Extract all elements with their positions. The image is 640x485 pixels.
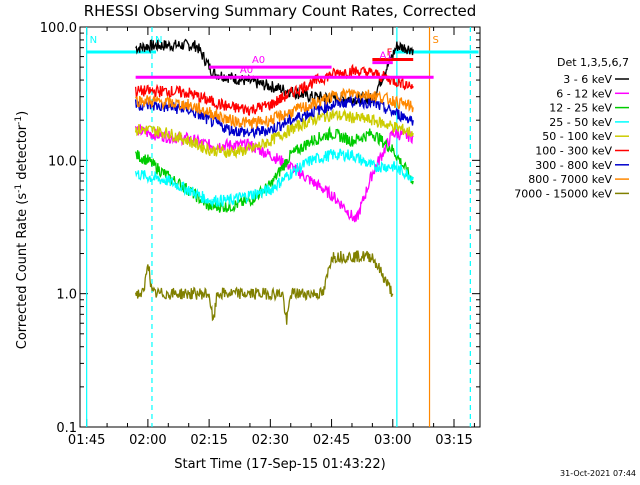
vertical-marker-label: N — [155, 35, 162, 46]
vertical-marker-label: N — [90, 35, 97, 46]
legend-label: 50 - 100 keV — [542, 130, 612, 143]
y-axis-label-main: Corrected Count Rate (s — [15, 193, 30, 350]
legend-label: 300 - 800 keV — [535, 159, 612, 172]
x-tick-label: 01:45 — [68, 433, 105, 448]
series-line — [134, 250, 394, 325]
legend-label: 3 - 6 keV — [563, 73, 612, 86]
x-tick-label: 02:15 — [190, 433, 227, 448]
series-line — [134, 148, 414, 208]
y-axis-label-sup1: -1 — [14, 184, 24, 193]
y-axis-label-mid: detector — [15, 124, 30, 184]
x-axis-label: Start Time (17-Sep-15 01:43:22) — [174, 457, 385, 472]
y-tick-label: 10.0 — [48, 154, 77, 169]
flag-label: F — [387, 48, 393, 59]
chart-title: RHESSI Observing Summary Count Rates, Co… — [84, 2, 477, 20]
flag-label: A0 — [252, 55, 265, 66]
legend-label: 800 - 7000 keV — [528, 173, 612, 186]
series-line — [135, 87, 414, 129]
legend-label: 12 - 25 keV — [549, 102, 612, 115]
y-axis-label-sup2: -1 — [14, 116, 24, 125]
axis-ticks: 01:45 02:00 02:15 02:30 02:45 03:00 03:15 100.0… — [40, 21, 480, 448]
flag-label: A1 — [380, 51, 393, 62]
series-line — [134, 123, 414, 223]
legend-label: 7000 - 15000 keV — [514, 187, 612, 200]
y-tick-label: 100.0 — [40, 21, 77, 36]
y-tick-label: 0.1 — [56, 421, 77, 436]
legend-label: 100 - 300 keV — [535, 145, 612, 158]
x-tick-label: 02:00 — [129, 433, 166, 448]
x-tick-label: 02:45 — [313, 433, 350, 448]
series-line — [134, 94, 414, 139]
y-tick-label: 1.0 — [56, 288, 77, 303]
x-tick-label: 02:30 — [252, 433, 289, 448]
y-axis-label: Corrected Count Rate (s-1 detector-1) — [14, 111, 30, 349]
legend-label: 6 - 12 keV — [556, 87, 612, 100]
series-layer — [134, 38, 414, 325]
footer-date: 31-Oct-2021 07:44 — [560, 469, 636, 478]
legend-label: 25 - 50 keV — [549, 116, 612, 129]
plot-frame — [79, 26, 481, 428]
x-tick-label: 03:00 — [374, 433, 411, 448]
legend-title: Det 1,3,5,6,7 — [557, 56, 629, 69]
y-axis-label-end: ) — [15, 111, 30, 116]
flag-label: A0 — [240, 65, 253, 76]
x-tick-label: 03:15 — [435, 433, 472, 448]
vertical-marker-label: S — [433, 35, 439, 46]
series-line — [134, 108, 414, 159]
